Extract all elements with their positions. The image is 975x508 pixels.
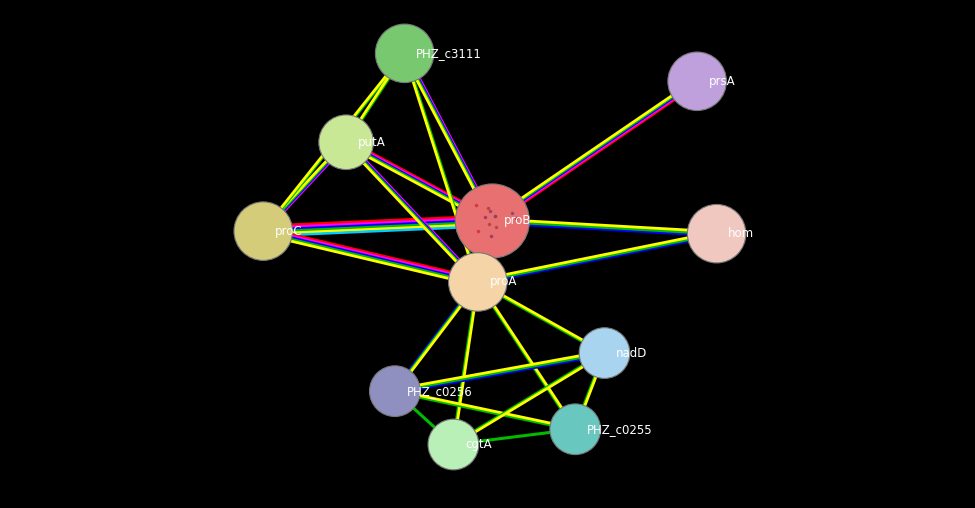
Text: putA: putA (358, 136, 385, 149)
Text: PHZ_c3111: PHZ_c3111 (416, 47, 483, 60)
Text: PHZ_c0255: PHZ_c0255 (587, 423, 652, 436)
Ellipse shape (428, 419, 479, 470)
Text: prsA: prsA (709, 75, 735, 88)
Text: PHZ_c0256: PHZ_c0256 (407, 385, 472, 398)
Ellipse shape (375, 24, 434, 83)
Ellipse shape (448, 252, 507, 311)
Ellipse shape (234, 202, 292, 261)
Ellipse shape (319, 115, 373, 170)
Text: hom: hom (728, 227, 755, 240)
Text: nadD: nadD (616, 346, 647, 360)
Text: proB: proB (504, 214, 531, 228)
Text: proC: proC (275, 225, 302, 238)
Ellipse shape (455, 184, 529, 258)
Ellipse shape (668, 52, 726, 111)
Ellipse shape (687, 204, 746, 263)
Ellipse shape (579, 328, 630, 378)
Text: proA: proA (489, 275, 517, 289)
Ellipse shape (550, 404, 601, 455)
Ellipse shape (370, 366, 420, 417)
Text: cgtA: cgtA (465, 438, 491, 451)
